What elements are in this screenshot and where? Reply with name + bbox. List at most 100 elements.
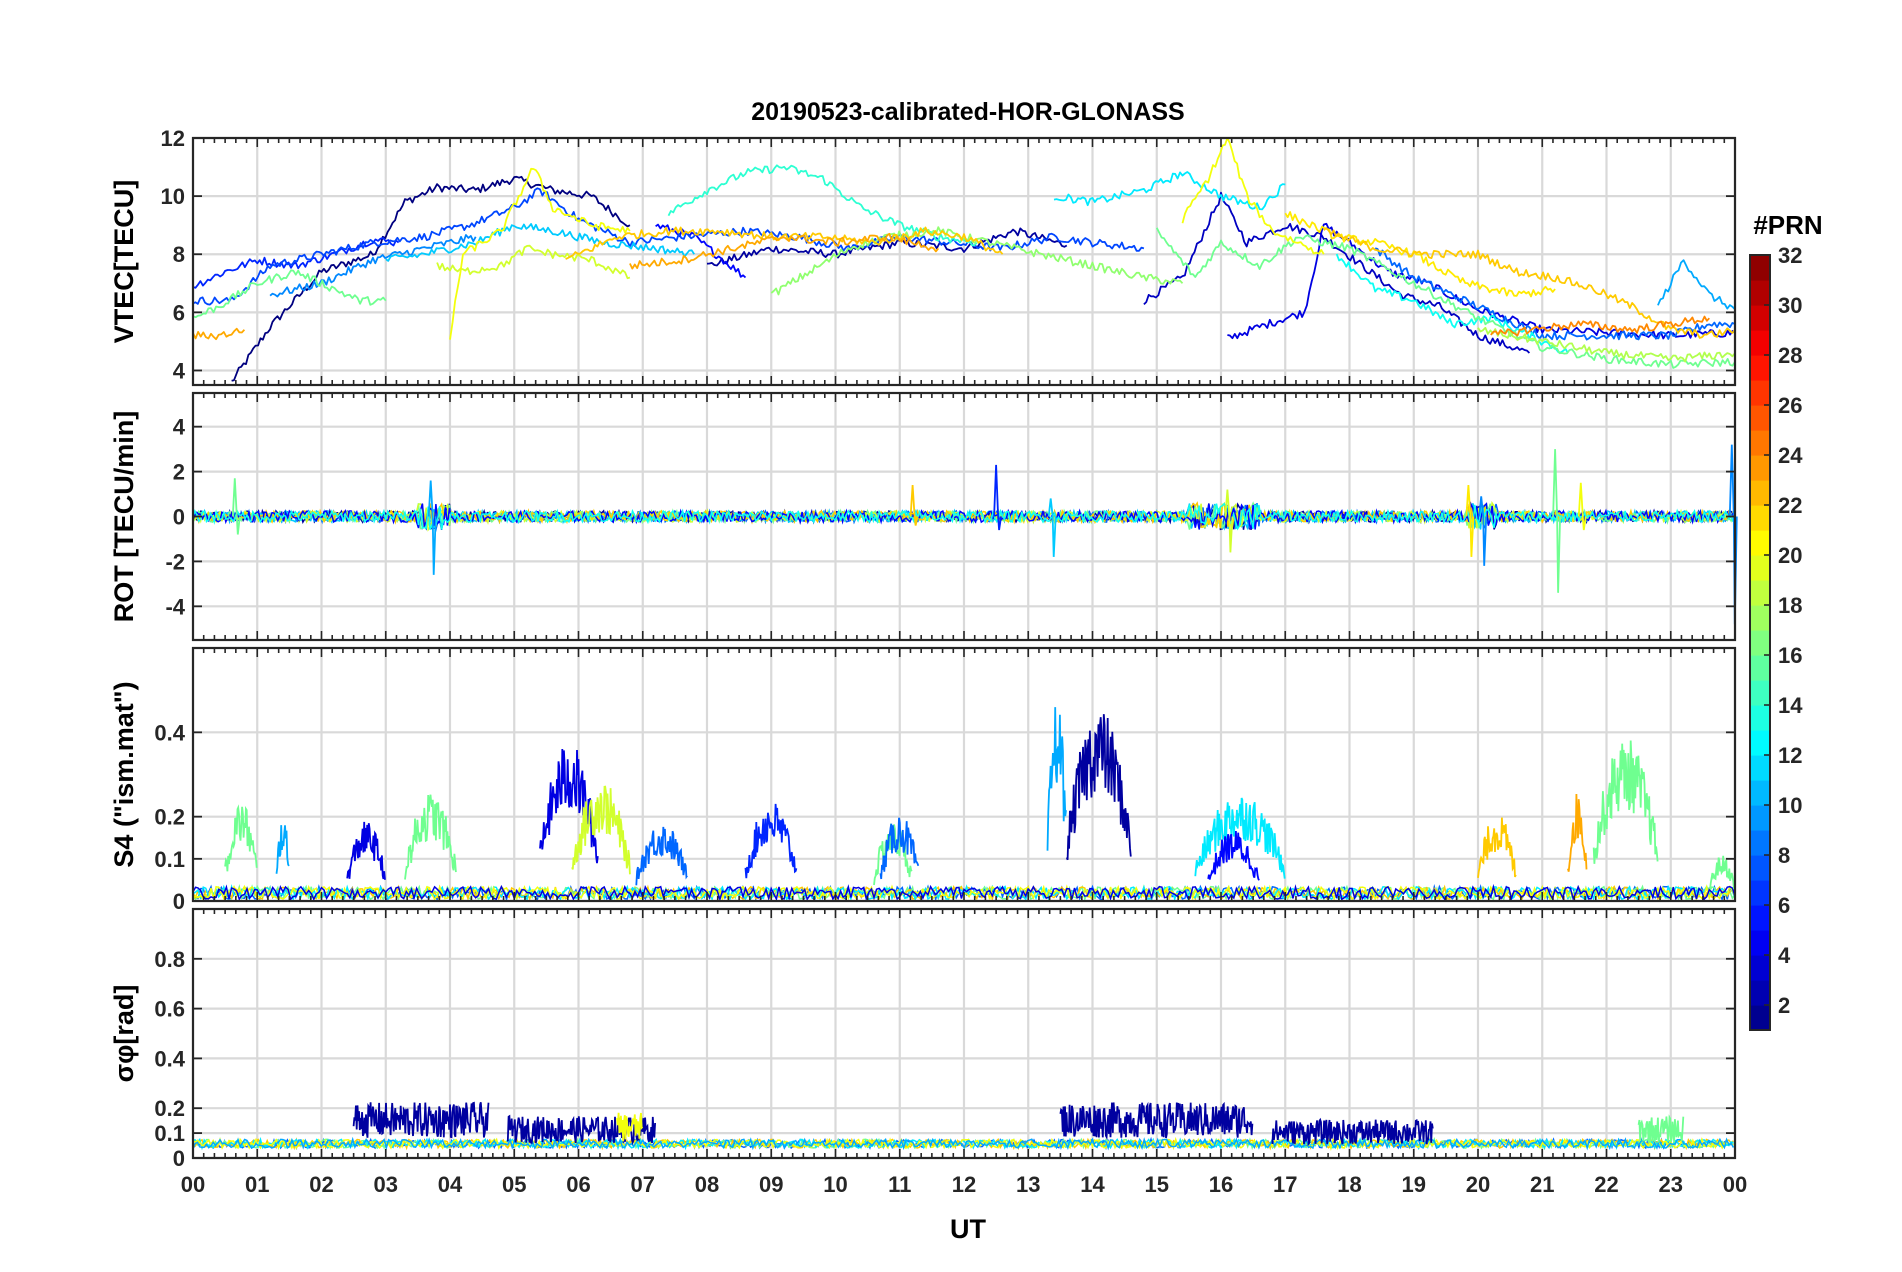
rot-panel: -4 -2 0 2 4 ROT [TECU/min]: [109, 391, 1738, 642]
y-tick-label: 10: [161, 184, 185, 209]
vtec-series-prn-22: [565, 226, 1004, 260]
x-tick-label: 15: [1145, 1172, 1169, 1197]
colorbar-bin: [1750, 855, 1770, 881]
vtec-series-prn-18: [1477, 326, 1736, 363]
vtec-series-prn-20: [1181, 137, 1325, 255]
colorbar-bin: [1750, 380, 1770, 406]
y-tick-label: 0.4: [154, 720, 185, 745]
colorbar-tick-label: 32: [1778, 243, 1802, 268]
colorbar-bin: [1750, 780, 1770, 806]
colorbar-frame: [1749, 254, 1771, 1031]
vtec-series-prn-23: [192, 327, 246, 341]
colorbar-tick-label: 28: [1778, 343, 1802, 368]
vtec-series-prn-16: [1155, 227, 1736, 369]
y-tick-label: 0.1: [154, 1121, 185, 1146]
sigma-phi-event-prn-2: [506, 1114, 656, 1146]
s4-event-prn-12: [1194, 797, 1286, 879]
colorbar-bin: [1750, 705, 1770, 731]
colorbar-bin: [1750, 530, 1770, 556]
y-tick-label: 0: [173, 505, 185, 530]
s4-event-prn-22: [1477, 817, 1517, 879]
colorbar-bin: [1750, 280, 1770, 306]
s4-event-prn-10: [275, 825, 290, 874]
x-tick-label: 22: [1594, 1172, 1618, 1197]
sigma-phi-panel: 00.10.2 0.4 0.6 0.8 σφ[rad]: [109, 907, 1737, 1171]
colorbar-bin: [1750, 455, 1770, 481]
colorbar-tick-label: 14: [1778, 693, 1803, 718]
rot-spike-prn-16: [231, 478, 241, 535]
colorbar-bin: [1750, 680, 1770, 706]
s4-panel: 0 0.1 0.2 0.4 S4 ("ism.mat"): [109, 646, 1737, 914]
colorbar-tick-label: 16: [1778, 643, 1802, 668]
x-tick-label: 01: [245, 1172, 269, 1197]
rot-spike-prn-11: [1047, 498, 1057, 557]
y-tick-label: -4: [165, 594, 185, 619]
y-tick-label: 0.8: [154, 947, 185, 972]
x-tick-label: 16: [1209, 1172, 1233, 1197]
colorbar-tick-label: 10: [1778, 793, 1802, 818]
rot-spike-prn-20: [1577, 482, 1587, 531]
y-tick-label: 8: [173, 242, 185, 267]
colorbar-bin: [1750, 630, 1770, 656]
sigma-phi-event-prn-2: [1271, 1117, 1434, 1147]
x-tick-label: 00: [1723, 1172, 1747, 1197]
x-tick-label: 06: [566, 1172, 590, 1197]
y-tick-label: 4: [173, 415, 186, 440]
x-tick-label: 20: [1466, 1172, 1490, 1197]
colorbar-bin: [1750, 605, 1770, 631]
rot-axis-label: ROT [TECU/min]: [109, 411, 139, 622]
sigma-phi-event-prn-2: [1059, 1101, 1254, 1141]
s4-event-prn-4: [346, 821, 386, 880]
x-tick-label: 07: [631, 1172, 655, 1197]
rot-spike-prn-22: [909, 485, 919, 526]
rot-spike-prn-16: [1552, 449, 1561, 593]
x-tick-label: 14: [1080, 1172, 1105, 1197]
colorbar-bin: [1750, 905, 1770, 931]
colorbar-bin: [1750, 330, 1770, 356]
vtec-series-prn-24: [1490, 315, 1710, 337]
colorbar-label: #PRN: [1753, 210, 1822, 240]
colorbar-tick-label: 22: [1778, 493, 1802, 518]
sigma-phi-baseline-prn-10: [192, 1136, 1735, 1151]
s4-event-prn-4: [539, 748, 599, 864]
s4-event-prn-16: [1592, 740, 1659, 864]
y-tick-label: 0.4: [154, 1046, 185, 1071]
s4-event-prn-16: [224, 804, 258, 872]
colorbar-bin: [1750, 305, 1770, 331]
sigma-phi-event-prn-20: [616, 1112, 644, 1142]
sigma-phi-baseline-prn-20: [192, 1136, 1734, 1151]
s4-event-prn-8: [879, 817, 920, 880]
x-tick-label: 08: [695, 1172, 719, 1197]
rot-spike-prn-10: [427, 480, 437, 575]
colorbar-bin: [1750, 730, 1770, 756]
vtec-series-prn-6: [192, 237, 400, 289]
y-tick-label: 12: [161, 126, 185, 151]
vtec-series-prn-19: [436, 244, 631, 280]
vtec-series-prn-11: [385, 223, 695, 262]
colorbar-bin: [1750, 955, 1770, 981]
x-tick-label: 11: [888, 1172, 911, 1197]
s4-event-prn-8: [635, 826, 688, 886]
x-tick-label: 21: [1530, 1172, 1554, 1197]
x-tick-label: 19: [1402, 1172, 1426, 1197]
colorbar-tick-label: 24: [1778, 443, 1803, 468]
y-tick-label: 6: [173, 300, 185, 325]
x-tick-label: 13: [1016, 1172, 1040, 1197]
colorbar-bin: [1750, 880, 1770, 906]
x-tick-label: 03: [374, 1172, 398, 1197]
colorbar-bin: [1750, 405, 1770, 431]
x-tick-label: 18: [1337, 1172, 1361, 1197]
y-tick-label: 0.2: [154, 1096, 185, 1121]
colorbar-bin: [1750, 255, 1770, 281]
vtec-series-prn-23: [629, 232, 940, 270]
colorbar-bin: [1750, 555, 1770, 581]
rot-spike-prn-19: [1224, 489, 1234, 553]
y-tick-label: 4: [173, 358, 186, 383]
x-tick-label: 12: [952, 1172, 976, 1197]
s4-event-prn-19: [571, 785, 631, 875]
s4-event-prn-5: [1207, 831, 1260, 881]
colorbar-tick-label: 26: [1778, 393, 1802, 418]
y-tick-label: 0.1: [154, 847, 185, 872]
